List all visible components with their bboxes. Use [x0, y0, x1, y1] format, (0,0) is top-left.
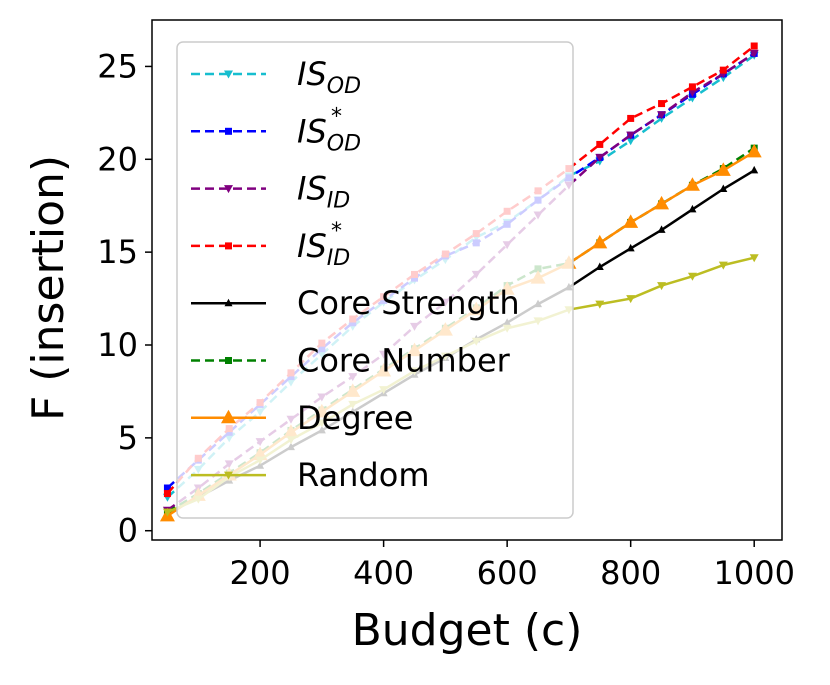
- legend-marker: [224, 298, 233, 307]
- data-point: [626, 295, 636, 304]
- legend-label-6: Degree: [297, 399, 413, 437]
- legend-item-5: Core Number: [191, 342, 511, 380]
- x-tick-label: 400: [353, 554, 414, 592]
- legend-label-2: ISID: [297, 170, 350, 214]
- legend-label-1: ISOD: [297, 112, 361, 156]
- legend-label-7: Random: [297, 456, 429, 494]
- data-point: [595, 300, 605, 309]
- legend-item-4: Core Strength: [191, 284, 520, 322]
- data-point: [658, 100, 666, 108]
- data-point: [657, 111, 667, 120]
- data-point: [684, 177, 700, 191]
- legend-superscript: *: [331, 219, 342, 244]
- data-point: [719, 66, 727, 74]
- legend-label-4: Core Strength: [297, 284, 520, 322]
- legend-item-0: ISOD: [191, 55, 361, 99]
- legend-item-2: ISID: [191, 170, 350, 214]
- x-tick-label: 800: [600, 554, 661, 592]
- data-point: [688, 204, 697, 213]
- x-tick-label: 600: [477, 554, 538, 592]
- y-tick-label: 5: [118, 419, 138, 457]
- data-point: [750, 165, 759, 174]
- legend-frame: [176, 41, 574, 519]
- y-tick-label: 20: [97, 140, 138, 178]
- data-point: [718, 261, 728, 270]
- legend-item-6: Degree: [191, 399, 413, 437]
- data-point: [715, 162, 731, 176]
- y-tick-label: 10: [97, 326, 138, 364]
- axes: 200 400 600 800 1000 0 5 10 15 20 25: [97, 19, 795, 592]
- data-point: [719, 184, 728, 192]
- legend-marker: [224, 70, 233, 79]
- legend-marker: [224, 185, 233, 194]
- data-point: [595, 153, 605, 162]
- legend-marker: [224, 471, 233, 480]
- data-point: [746, 143, 762, 158]
- x-tick-label: 200: [230, 554, 291, 592]
- data-point: [657, 225, 666, 233]
- data-point: [657, 282, 667, 291]
- data-point: [688, 83, 696, 91]
- legend-marker: [225, 127, 232, 135]
- data-point: [163, 484, 171, 492]
- data-point: [749, 49, 759, 58]
- legend-marker: [225, 357, 232, 364]
- legend-superscript: *: [331, 104, 342, 129]
- data-point: [654, 195, 670, 210]
- data-point: [749, 254, 759, 263]
- y-tick-label: 0: [118, 512, 138, 550]
- data-point: [626, 243, 635, 252]
- legend-label-0: ISOD: [297, 55, 361, 99]
- data-point: [626, 131, 636, 140]
- y-tick-label: 25: [97, 47, 138, 85]
- x-axis-label: Budget (c): [352, 605, 583, 656]
- x-tick-label: 1000: [713, 554, 794, 592]
- data-point: [750, 42, 758, 50]
- data-point: [687, 272, 697, 281]
- y-axis-label: F (insertion): [23, 155, 74, 421]
- legend-marker: [225, 242, 232, 250]
- data-point: [595, 262, 604, 270]
- data-point: [596, 140, 604, 148]
- legend-label-5: Core Number: [297, 342, 511, 380]
- legend-item-3: ISID*: [191, 219, 350, 271]
- legend-item-7: Random: [191, 456, 429, 494]
- data-point: [623, 214, 639, 228]
- legend-item-1: ISOD*: [191, 104, 361, 156]
- data-point: [592, 234, 608, 249]
- legend-marker: [221, 409, 236, 424]
- axes-frame: [151, 19, 783, 541]
- data-point: [627, 114, 635, 122]
- data-point: [162, 508, 172, 517]
- y-tick-label: 15: [97, 233, 138, 271]
- legend-label-3: ISID: [297, 227, 350, 271]
- data-point: [687, 88, 697, 97]
- data-point: [626, 137, 636, 146]
- data-point: [163, 490, 171, 498]
